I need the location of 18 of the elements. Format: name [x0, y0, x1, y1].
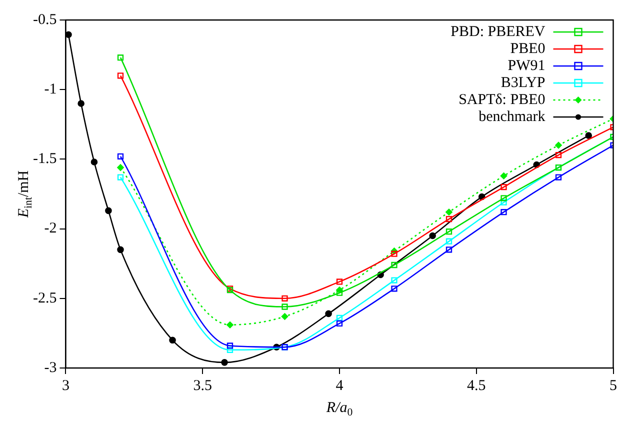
- legend-label: B3LYP: [500, 74, 546, 91]
- legend-label: PW91: [508, 58, 546, 74]
- x-tick-label: 4.5: [467, 378, 486, 394]
- y-axis-title: Eint/mH: [16, 170, 34, 219]
- legend-label: benchmark: [478, 108, 546, 125]
- legend-label: PBD: PBEREV: [450, 24, 546, 40]
- y-tick-label: -2: [44, 220, 57, 237]
- x-tick-label: 3.5: [193, 378, 212, 394]
- x-tick-label: 5: [610, 378, 617, 394]
- x-tick-label: 4: [336, 378, 344, 394]
- legend-label: SAPTδ: PBE0: [458, 92, 546, 108]
- y-tick-label: -1.5: [32, 151, 57, 168]
- y-tick-label: -1: [44, 82, 57, 98]
- y-tick-label: -0.5: [32, 12, 57, 28]
- y-tick-label: -2.5: [32, 290, 57, 306]
- legend-label: PBE0: [510, 40, 546, 57]
- x-tick-label: 3: [62, 378, 70, 394]
- y-tick-label: -3: [44, 360, 57, 376]
